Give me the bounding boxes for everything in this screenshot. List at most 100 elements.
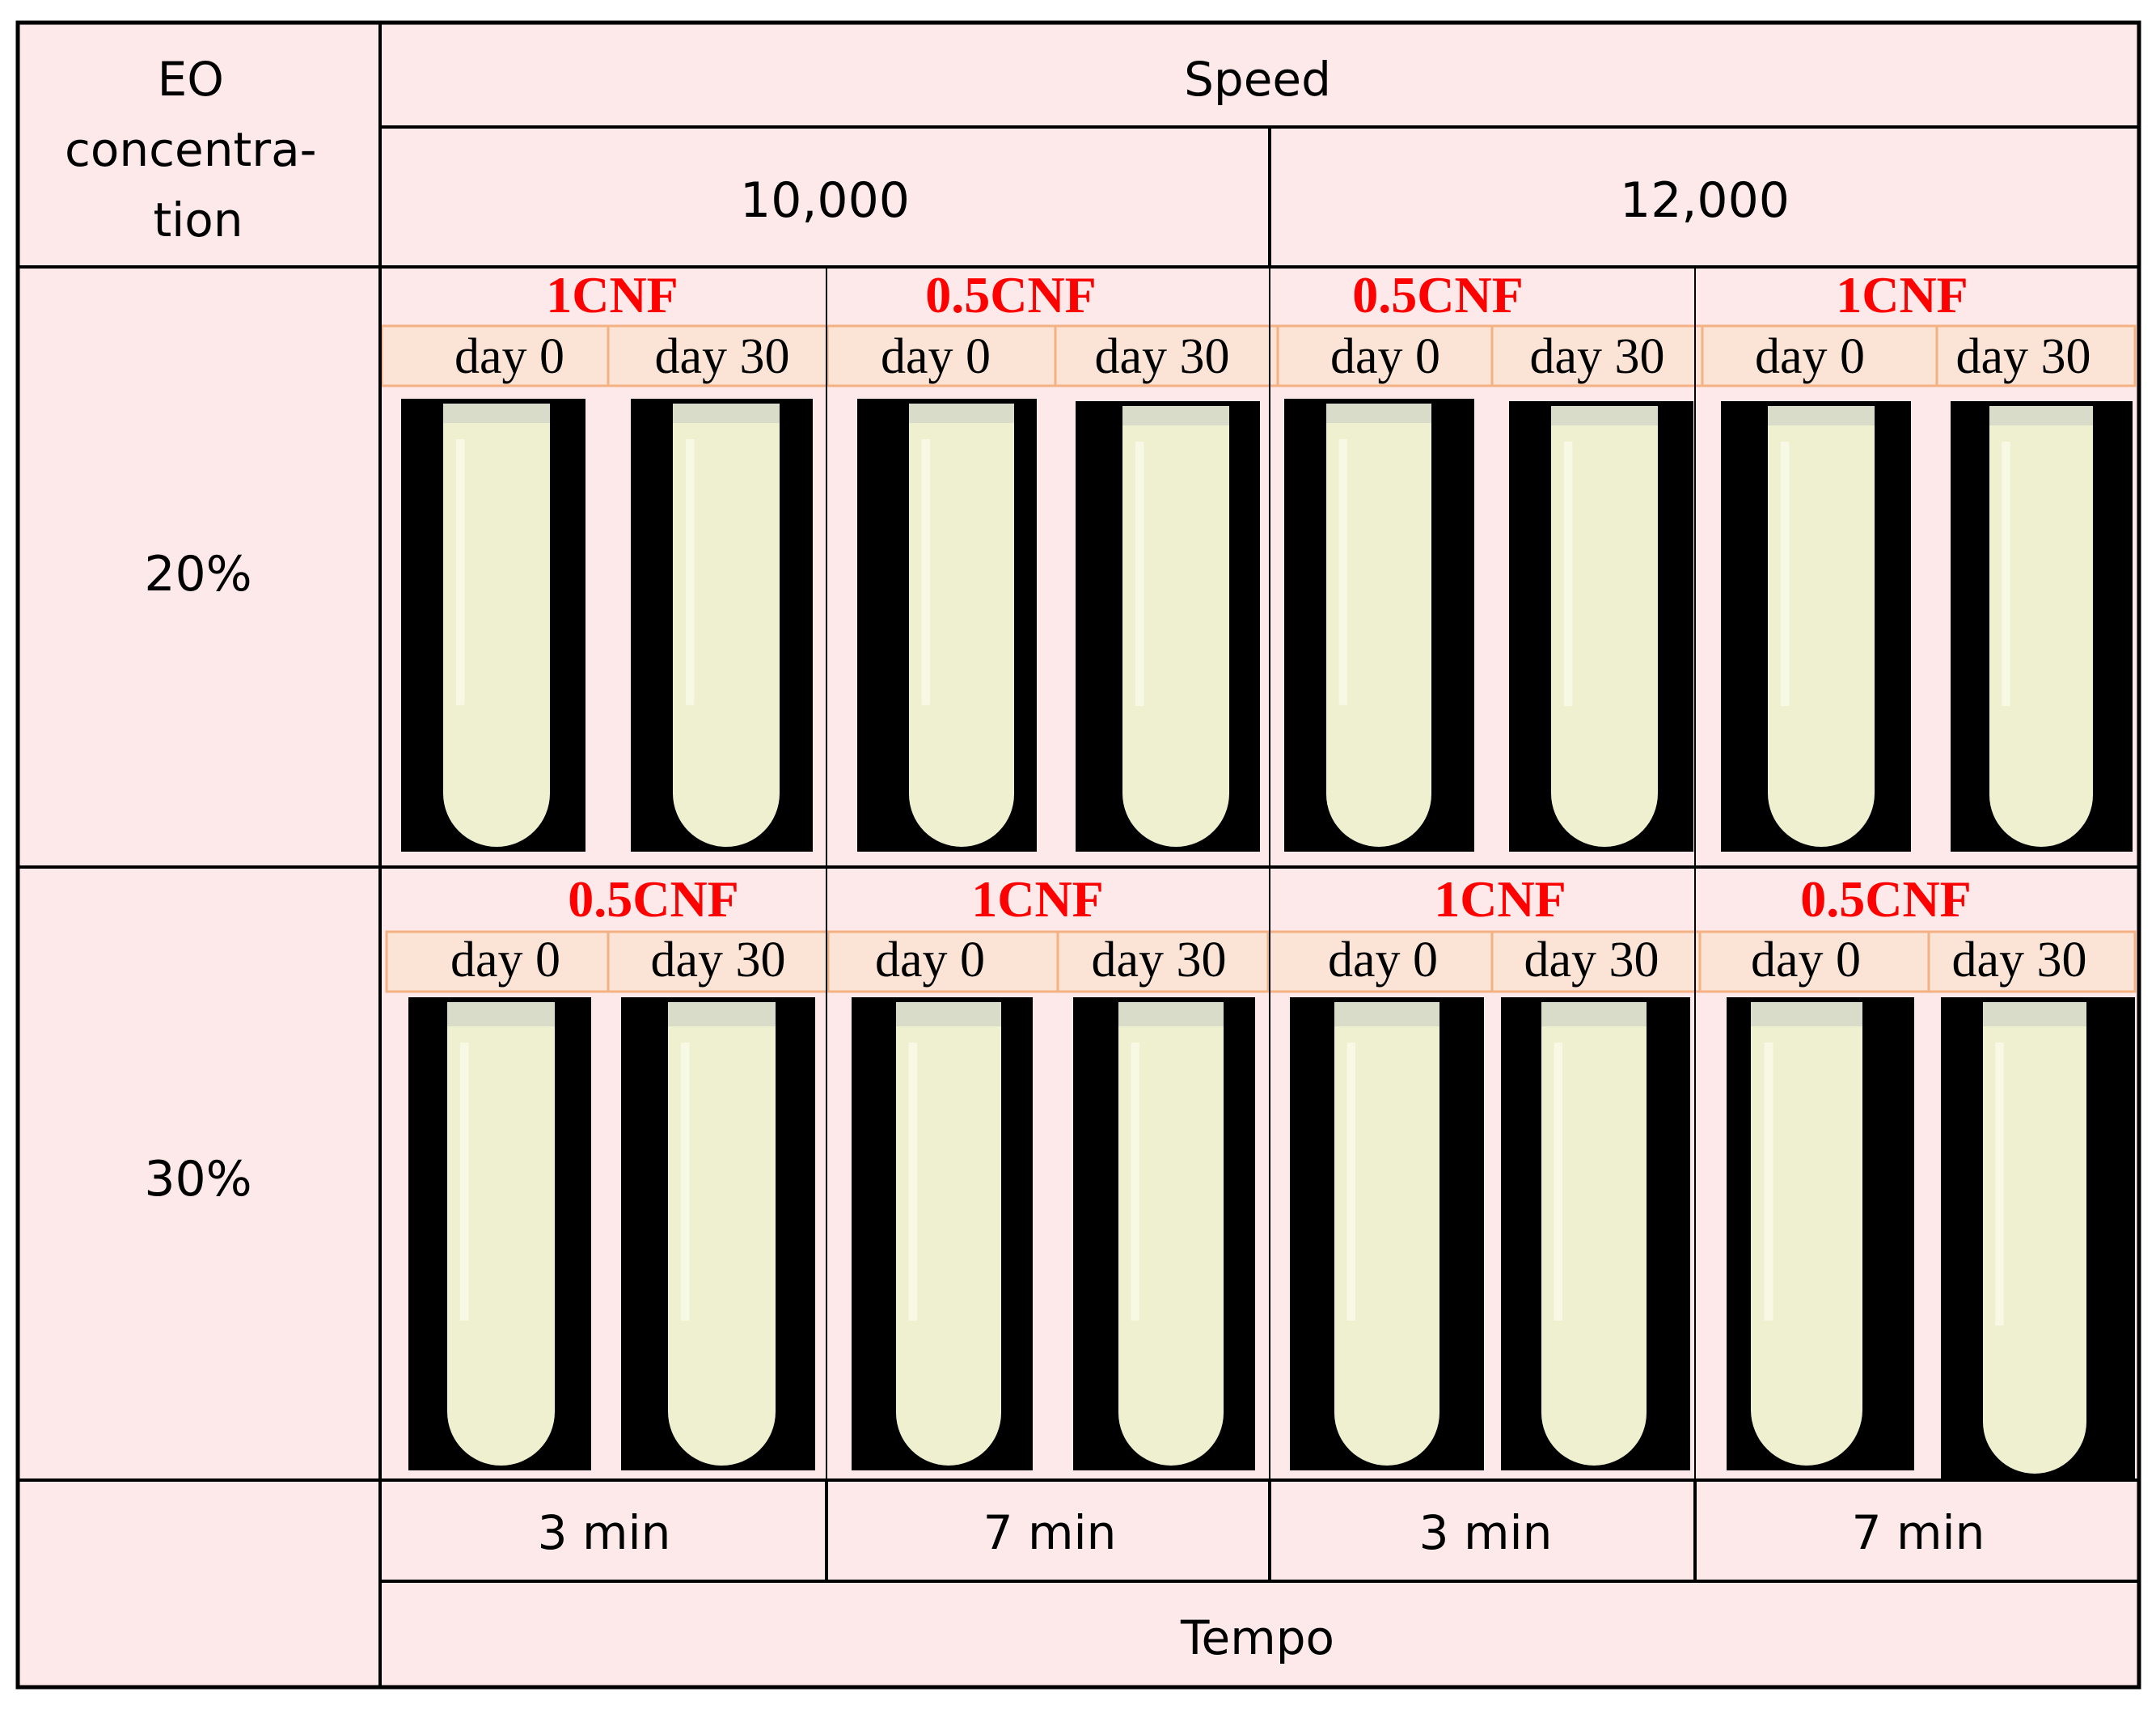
tube-highlight (1764, 1043, 1773, 1321)
tube-liquid (1983, 1002, 2086, 1474)
tube-highlight (680, 1043, 690, 1321)
cnf-label: 1CNF (546, 266, 679, 324)
day-label: day 0 (1328, 933, 1438, 988)
tube-top-band (668, 1002, 776, 1026)
tube-highlight (685, 439, 695, 705)
tube-highlight (1338, 439, 1347, 705)
day-label-box (607, 930, 830, 993)
tube-highlight (459, 1043, 469, 1321)
tube-highlight (921, 439, 930, 705)
tube-top-band (443, 404, 550, 423)
tempo-header: Tempo (1180, 1610, 1334, 1665)
day-label: day 0 (1751, 933, 1861, 988)
tube-top-band (447, 1002, 555, 1026)
day-label-box (1927, 930, 2137, 993)
day-label-box (1490, 930, 1702, 993)
day-label-box (826, 930, 1059, 993)
day-label: day 30 (654, 329, 789, 384)
tempo-value: 3 min (1419, 1505, 1553, 1560)
tube-photos (401, 399, 2135, 1478)
day-label-box (1935, 324, 2137, 387)
tube-top-band (1122, 406, 1229, 425)
day-label-box (380, 324, 610, 387)
day-label: day 30 (1094, 329, 1229, 384)
day-label: day 0 (875, 933, 985, 988)
tube-top-band (1334, 1002, 1439, 1026)
day-label-box (1276, 324, 1494, 387)
day-label-box (1056, 930, 1270, 993)
tube-highlight (455, 439, 465, 705)
cnf-label: 1CNF (971, 870, 1104, 928)
cnf-label: 0.5CNF (1352, 266, 1524, 324)
speed-header: Speed (1184, 52, 1331, 107)
day-label-box (1054, 324, 1279, 387)
tube-liquid (1118, 1002, 1224, 1466)
day-label-box (1490, 324, 1704, 387)
day-label: day 30 (650, 933, 785, 988)
table-grid (15, 20, 2141, 1690)
tube-liquid (909, 404, 1014, 847)
day-label: day 30 (1951, 933, 2086, 988)
tube-top-band (896, 1002, 1001, 1026)
eo-line-1: EO (158, 52, 224, 107)
tube-highlight (1995, 1043, 2004, 1326)
day-label-box (1698, 930, 1930, 993)
cnf-label: 0.5CNF (1800, 870, 1972, 928)
day-label-box (826, 324, 1057, 387)
row-label-20: 20% (144, 546, 252, 603)
day-label: day 0 (881, 329, 991, 384)
tube-top-band (1118, 1002, 1224, 1026)
day-label-box (385, 930, 610, 993)
table-border (15, 20, 2141, 1690)
tube-highlight (1563, 442, 1573, 706)
tube-highlight (1346, 1043, 1355, 1321)
tube-top-band (1551, 406, 1658, 425)
eo-concentration-header: EO concentra- tion (65, 52, 332, 247)
tube-top-band (1751, 1002, 1862, 1026)
tube-liquid (1768, 406, 1875, 847)
day-label: day 30 (1529, 329, 1664, 384)
day-label: day 0 (454, 329, 564, 384)
cnf-label: 1CNF (1836, 266, 1968, 324)
tempo-value: 3 min (538, 1505, 671, 1560)
tube-liquid (896, 1002, 1001, 1466)
tube-highlight (1780, 442, 1790, 706)
tube-highlight (2002, 442, 2010, 706)
tube-liquid (1122, 406, 1229, 847)
tube-top-band (1989, 406, 2093, 425)
row-label-30: 30% (144, 1151, 252, 1208)
day-label: day 0 (450, 933, 560, 988)
tube-liquid (1541, 1002, 1647, 1466)
tube-highlight (1131, 1043, 1139, 1321)
tube-liquid (673, 404, 780, 847)
day-label-box (1266, 930, 1494, 993)
eo-line-3: tion (153, 192, 243, 247)
tube-top-band (1768, 406, 1875, 425)
cnf-label: 0.5CNF (925, 266, 1097, 324)
day-label: day 0 (1330, 329, 1440, 384)
cnf-label: 1CNF (1434, 870, 1566, 928)
tube-liquid (668, 1002, 776, 1466)
tempo-value: 7 min (983, 1505, 1117, 1560)
day-label: day 0 (1755, 329, 1865, 384)
tube-liquid (1751, 1002, 1862, 1466)
day-label: day 30 (1955, 329, 2090, 384)
tube-liquid (447, 1002, 555, 1466)
day-label-box (607, 324, 829, 387)
tube-top-band (909, 404, 1014, 423)
tube-highlight (908, 1043, 917, 1321)
day-label: day 30 (1091, 933, 1226, 988)
tube-liquid (1551, 406, 1658, 847)
eo-line-2: concentra- (65, 122, 317, 177)
tempo-value: 7 min (1852, 1505, 1985, 1560)
tube-liquid (1334, 1002, 1439, 1466)
speed-value-10000: 10,000 (740, 172, 910, 229)
tube-liquid (443, 404, 550, 847)
tube-top-band (1983, 1002, 2086, 1026)
tube-top-band (1326, 404, 1431, 423)
day-label: day 30 (1524, 933, 1659, 988)
tube-highlight (1135, 442, 1144, 706)
tube-top-band (1541, 1002, 1647, 1026)
tube-top-band (673, 404, 780, 423)
